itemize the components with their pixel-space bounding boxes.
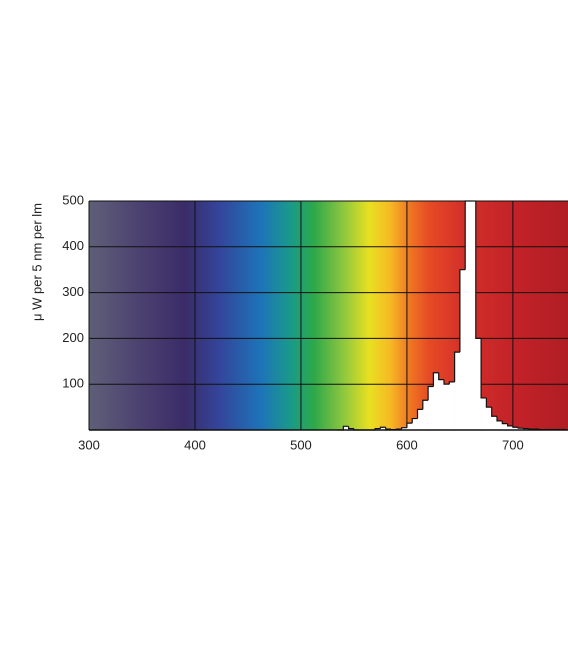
- bar-outline: [448, 381, 455, 385]
- bar: [449, 381, 455, 430]
- bar-outline: [475, 201, 482, 339]
- bar-outline: [432, 372, 439, 387]
- bar-outline: [401, 427, 407, 430]
- bar-outline: [459, 269, 466, 353]
- bar-outline: [491, 407, 497, 417]
- y-tick-label: 500: [62, 192, 84, 207]
- bar-outline: [348, 426, 354, 430]
- bar: [459, 269, 466, 430]
- bar: [507, 425, 514, 430]
- bar: [465, 201, 471, 430]
- bar: [417, 409, 424, 430]
- bar-outline: [496, 416, 503, 422]
- y-tick-label: 100: [62, 376, 84, 391]
- bar-outline: [517, 427, 524, 429]
- bar: [438, 379, 445, 430]
- bar-outline: [443, 379, 450, 385]
- bar: [406, 423, 413, 430]
- x-tick-label: 300: [78, 437, 100, 452]
- bar-outline: [480, 338, 487, 399]
- bar-outline: [411, 417, 418, 424]
- bar-outline: [501, 420, 508, 425]
- bar-outline: [342, 425, 349, 430]
- x-tick-label: 600: [396, 437, 418, 452]
- bar-outline: [454, 351, 460, 382]
- y-tick-label: 400: [62, 238, 84, 253]
- bar-outline: [422, 399, 429, 410]
- bar-outline: [464, 200, 471, 270]
- bar: [401, 427, 408, 430]
- bar-outline: [427, 385, 434, 401]
- bar: [412, 418, 418, 430]
- bar: [343, 426, 349, 430]
- y-tick-label: 300: [62, 284, 84, 299]
- bar: [518, 428, 524, 430]
- bar-outline: [416, 408, 423, 419]
- bar: [428, 386, 434, 430]
- y-tick-label: 200: [62, 330, 84, 345]
- bar: [454, 352, 461, 430]
- bar: [470, 201, 477, 430]
- bar: [512, 427, 519, 430]
- bar-outline: [438, 372, 445, 381]
- x-tick-label: 700: [502, 437, 524, 452]
- bar: [481, 397, 487, 430]
- bar: [475, 338, 482, 430]
- bar-outline: [485, 397, 492, 408]
- bar-outline: [406, 422, 413, 428]
- bar-outline: [385, 427, 392, 430]
- spectrum-background: [89, 201, 568, 430]
- bar-outline: [506, 423, 513, 427]
- bar: [496, 420, 503, 430]
- bar: [444, 384, 450, 430]
- bar: [433, 372, 440, 430]
- x-tick-label: 500: [290, 437, 312, 452]
- y-axis-label: μ W per 5 nm per lm: [29, 203, 44, 321]
- bar: [486, 407, 492, 430]
- bar: [422, 400, 429, 430]
- x-tick-label: 400: [184, 437, 206, 452]
- bar: [380, 427, 387, 430]
- bar: [502, 423, 508, 430]
- bar-outline: [379, 426, 386, 429]
- bar-outline: [512, 425, 519, 428]
- bar: [491, 416, 498, 430]
